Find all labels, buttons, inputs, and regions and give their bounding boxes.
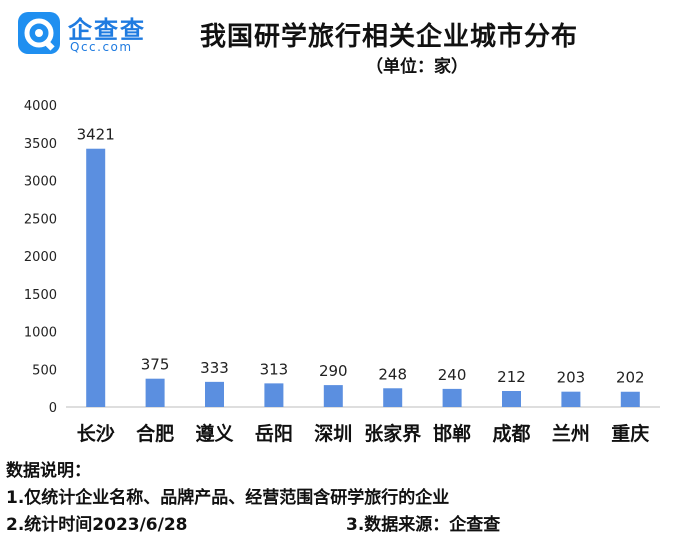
bar — [502, 390, 521, 407]
bar-value-label: 313 — [260, 360, 289, 378]
bar — [442, 388, 462, 407]
bar — [145, 378, 165, 407]
y-tick-label: 3500 — [24, 137, 57, 152]
bar-value-label: 202 — [616, 369, 645, 387]
x-category-label: 岳阳 — [255, 423, 293, 445]
logo-name: 企查查 — [68, 16, 146, 44]
chart-title: 我国研学旅行相关企业城市分布 — [200, 22, 579, 52]
bar — [323, 385, 343, 407]
bar-value-label: 375 — [141, 356, 170, 374]
qcc-logo-icon — [18, 12, 60, 54]
bar — [620, 391, 640, 407]
notes-line-2: 2.统计时间2023/6/28 — [6, 515, 188, 535]
bar — [264, 383, 284, 407]
x-category-label: 长沙 — [77, 423, 115, 445]
bar-chart: 0 500 1000 1500 2000 2500 3000 3500 4000 3421 375… — [24, 99, 660, 445]
y-tick-label: 1500 — [24, 288, 57, 303]
bar-value-label: 333 — [200, 359, 229, 377]
x-category-label: 合肥 — [136, 422, 174, 445]
x-category-label: 张家界 — [364, 422, 421, 445]
bar-value-label: 203 — [557, 369, 586, 387]
y-tick-label: 4000 — [24, 99, 57, 114]
x-category-label: 成都 — [492, 422, 530, 445]
bar-value-label: 290 — [319, 362, 348, 380]
notes-heading: 数据说明： — [6, 461, 91, 481]
y-tick-label: 1000 — [24, 326, 57, 341]
bar — [86, 148, 106, 408]
logo: 企查查 Qcc.com — [18, 10, 188, 56]
notes-line-3: 3.数据来源：企查查 — [346, 515, 501, 535]
x-category-label: 重庆 — [611, 422, 649, 445]
y-tick-label: 2500 — [24, 212, 57, 227]
notes-line-1: 1.仅统计企业名称、品牌产品、经营范围含研学旅行的企业 — [6, 488, 450, 508]
bar-value-label: 3421 — [77, 126, 115, 144]
x-category-label: 邯郸 — [433, 423, 471, 445]
bar — [383, 388, 403, 407]
x-category-label: 深圳 — [314, 422, 352, 445]
chart-subtitle: （单位：家） — [366, 57, 468, 77]
notes-line-2-row: 2.统计时间2023/6/28 3.数据来源：企查查 — [6, 512, 500, 539]
bar-value-label: 212 — [497, 368, 526, 386]
bar — [205, 381, 224, 407]
y-tick-label: 0 — [49, 401, 57, 416]
bar-value-label: 248 — [378, 365, 407, 383]
bar-value-label: 240 — [438, 366, 467, 384]
y-tick-label: 500 — [32, 363, 57, 378]
y-tick-label: 2000 — [24, 250, 57, 265]
y-tick-label: 3000 — [24, 175, 57, 190]
bar — [561, 391, 581, 407]
data-notes: 数据说明： 1.仅统计企业名称、品牌产品、经营范围含研学旅行的企业 2.统计时间… — [6, 458, 500, 539]
x-category-label: 兰州 — [552, 422, 590, 445]
x-category-label: 遵义 — [195, 422, 233, 445]
logo-subtitle: Qcc.com — [70, 40, 133, 54]
